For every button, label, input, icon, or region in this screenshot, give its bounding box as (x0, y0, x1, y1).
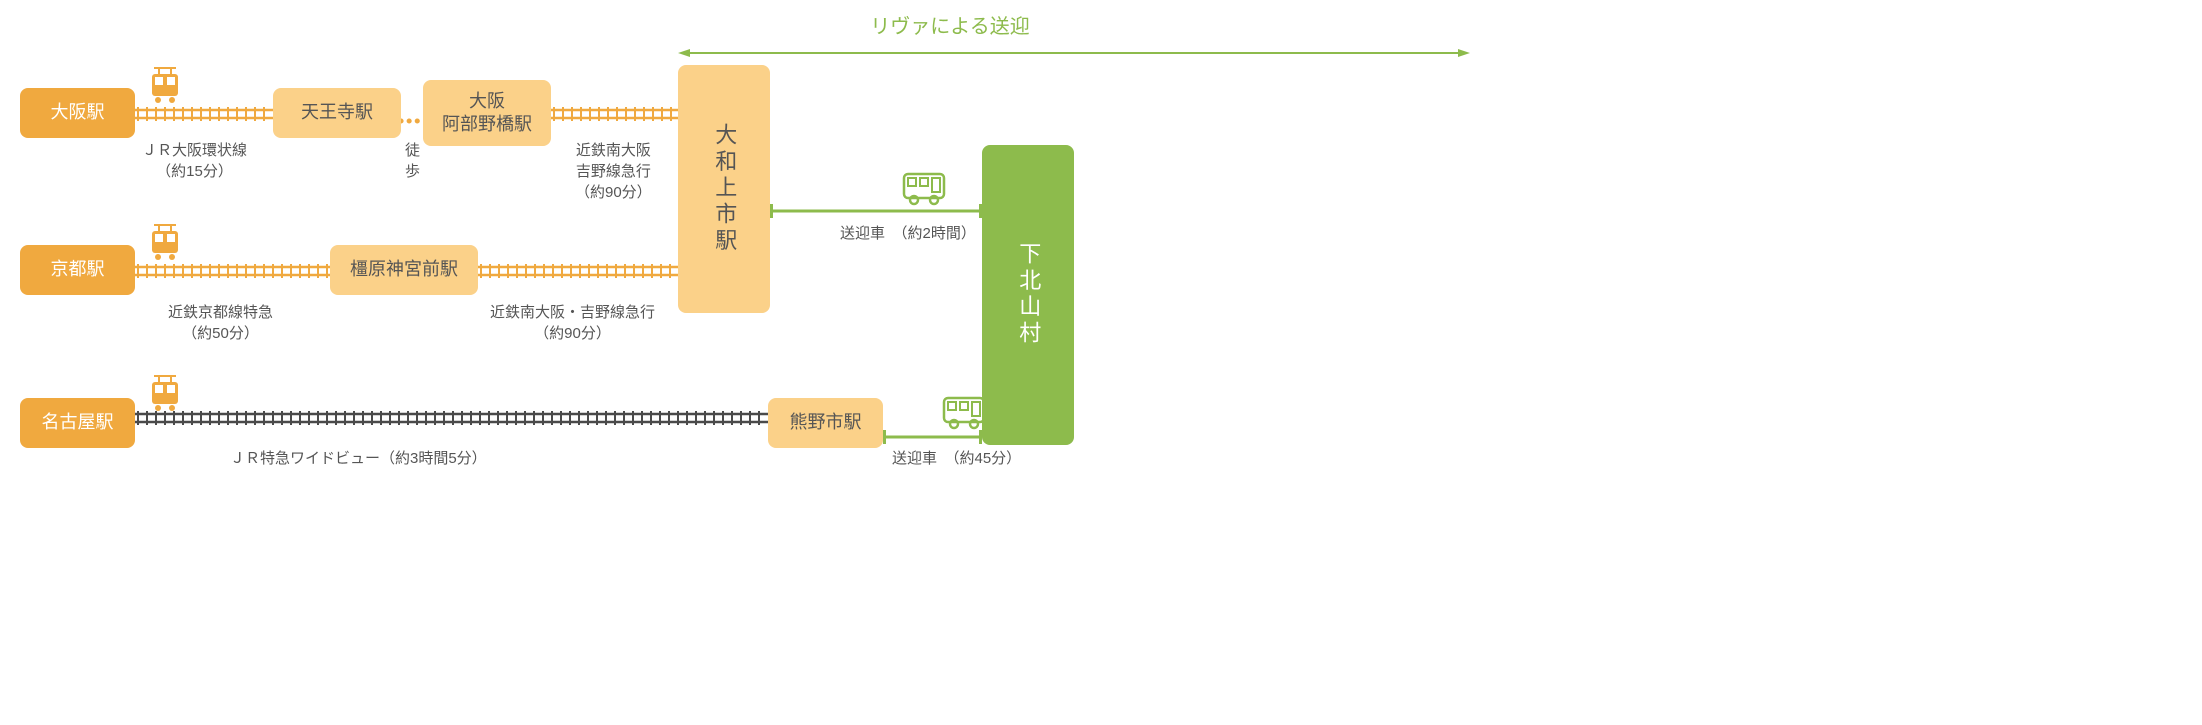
station-shimokita: 下北山村 (982, 145, 1074, 445)
label-kintetsu2: 近鉄南大阪・吉野線急行（約90分） (490, 302, 655, 344)
tram-icon (144, 219, 186, 261)
station-kashihara: 橿原神宮前駅 (330, 245, 478, 295)
station-kyoto: 京都駅 (20, 245, 135, 295)
station-kumano: 熊野市駅 (768, 398, 883, 448)
header-arrow (678, 44, 1470, 52)
track-nagoya-kumano (135, 410, 768, 426)
track-kashihara-yamato (478, 263, 678, 279)
station-tennoji: 天王寺駅 (273, 88, 401, 138)
track-osaka-tennoji (135, 106, 273, 122)
station-nagoya: 名古屋駅 (20, 398, 135, 448)
walk-connector (401, 111, 423, 115)
label-kintetsu1: 近鉄南大阪吉野線急行（約90分） (575, 140, 652, 203)
bus-icon (900, 166, 950, 208)
label-jr_wide: ＪＲ特急ワイドビュー（約3時間5分） (230, 448, 487, 469)
header-pickup-label: リヴァによる送迎 (870, 10, 1030, 39)
tram-icon (144, 62, 186, 104)
track-kyoto-kashihara (135, 263, 330, 279)
station-abeno: 大阪阿部野橋駅 (423, 80, 551, 146)
label-bus2: 送迎車 （約45分） (892, 448, 1021, 469)
station-yamato: 大和上市駅 (678, 65, 770, 313)
bus-icon (940, 390, 990, 432)
station-osaka: 大阪駅 (20, 88, 135, 138)
track-abeno-yamato (551, 106, 678, 122)
label-jr_osaka: ＪＲ大阪環状線（約15分） (142, 140, 247, 182)
bus-line-yamato-shimokita (770, 204, 982, 218)
tram-icon (144, 370, 186, 412)
label-bus1: 送迎車 （約2時間） (840, 223, 976, 244)
label-walk: 徒歩 (405, 140, 420, 182)
label-kintetsu_kyoto: 近鉄京都線特急（約50分） (168, 302, 273, 344)
bus-line-kumano-shimokita (883, 430, 982, 444)
